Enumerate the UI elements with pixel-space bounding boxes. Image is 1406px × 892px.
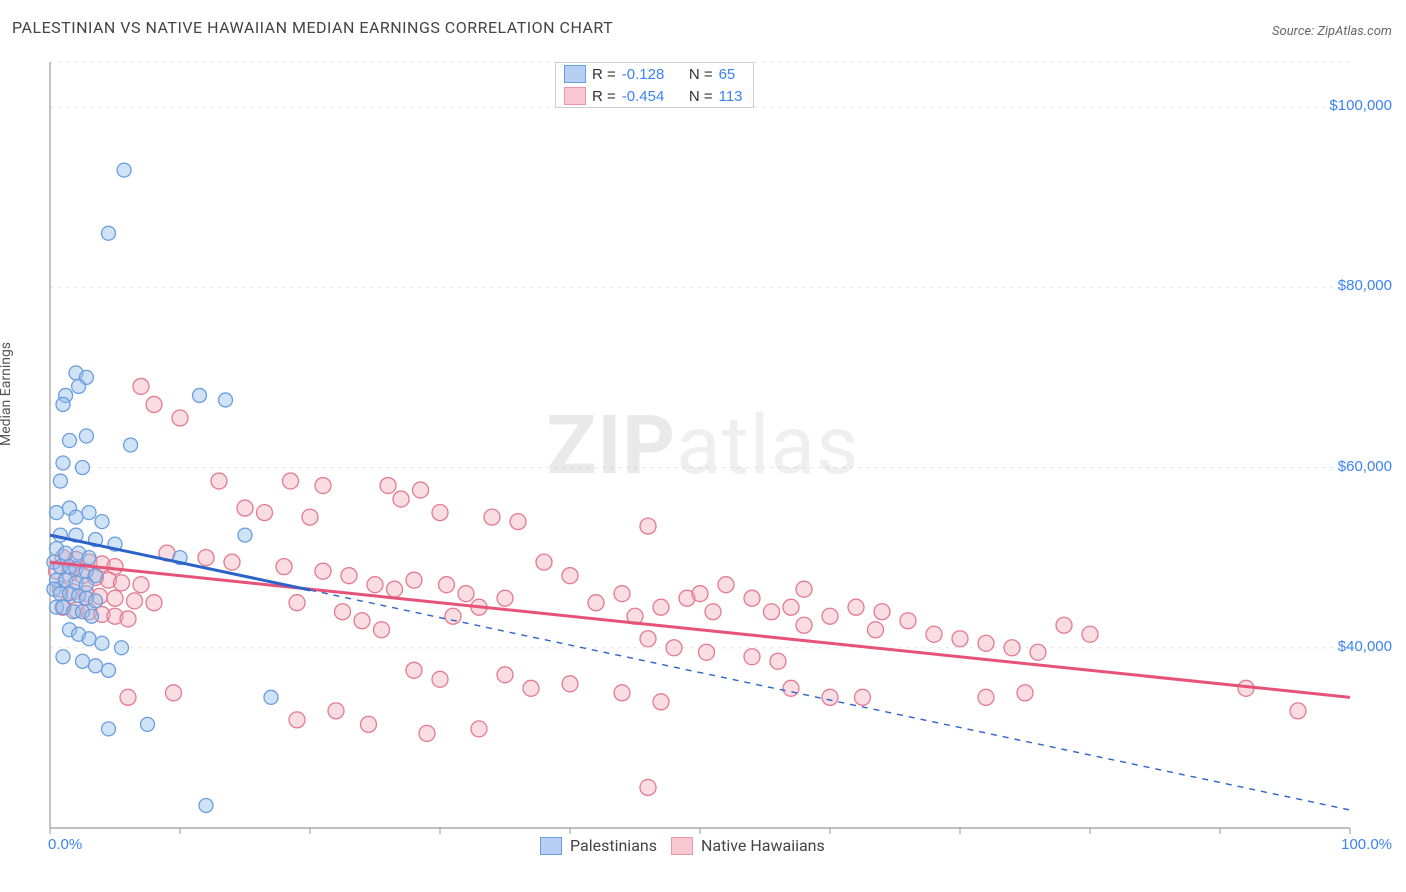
chart-title: PALESTINIAN VS NATIVE HAWAIIAN MEDIAN EA…: [12, 18, 613, 37]
legend-item: Native Hawaiians: [671, 836, 825, 855]
y-tick-label: $40,000: [1338, 638, 1392, 655]
x-tick-right: 100.0%: [1341, 836, 1392, 853]
y-tick-label: $100,000: [1329, 97, 1392, 114]
legend-swatch: [564, 65, 586, 83]
legend-item: Palestinians: [540, 836, 657, 855]
series-legend: Palestinians Native Hawaiians: [540, 836, 825, 855]
chart-svg: [0, 0, 1406, 892]
legend-row: R = -0.128 N = 65: [556, 63, 753, 85]
y-tick-label: $80,000: [1338, 277, 1392, 294]
x-tick-left: 0.0%: [48, 836, 82, 853]
chart-container: PALESTINIAN VS NATIVE HAWAIIAN MEDIAN EA…: [0, 0, 1406, 892]
legend-label: Native Hawaiians: [701, 836, 825, 855]
legend-swatch: [540, 837, 562, 855]
legend-label: Palestinians: [570, 836, 657, 855]
legend-row: R = -0.454 N = 113: [556, 85, 753, 107]
y-axis-label: Median Earnings: [0, 342, 14, 446]
legend-swatch: [564, 87, 586, 105]
source-label: Source: ZipAtlas.com: [1272, 24, 1392, 39]
y-tick-label: $60,000: [1338, 458, 1392, 475]
correlation-legend: R = -0.128 N = 65 R = -0.454 N = 113: [555, 62, 754, 108]
legend-swatch: [671, 837, 693, 855]
